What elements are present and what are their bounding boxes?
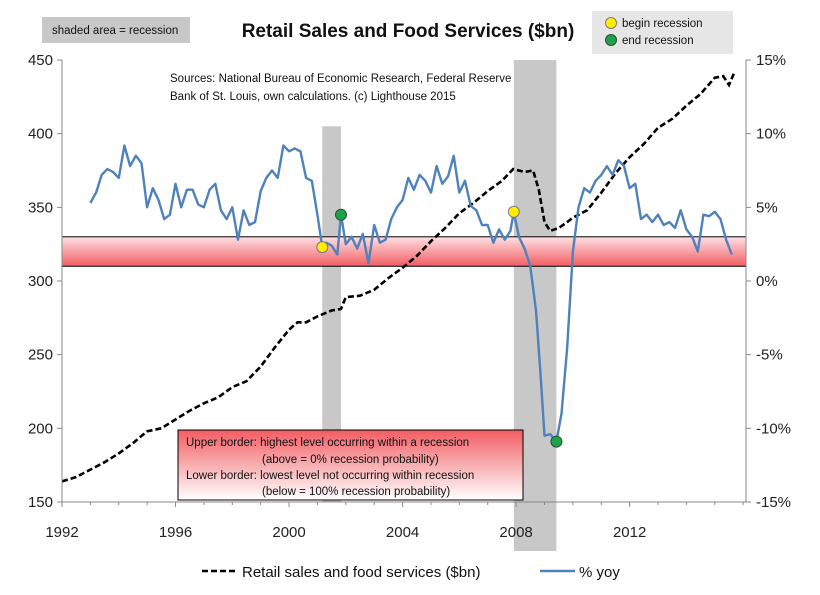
legend-retail-label: Retail sales and food services ($bn) (242, 564, 480, 581)
begin-recession-marker (507, 205, 520, 218)
y-left-tick-label: 400 (28, 126, 53, 143)
annotation-line: (above = 0% recession probability) (262, 454, 439, 466)
end-recession-marker (550, 435, 563, 448)
source-line-2: Bank of St. Louis, own calculations. (c)… (170, 91, 456, 103)
y-right-tick-label: 10% (756, 126, 786, 143)
shaded-label-box (42, 17, 190, 43)
x-tick-label: 2000 (272, 524, 305, 541)
y-right-tick-label: -15% (756, 494, 791, 511)
legend-end-marker (605, 34, 617, 46)
y-right-tick-label: 5% (756, 199, 778, 216)
x-tick-label: 2004 (386, 524, 419, 541)
yoy-line (89, 144, 733, 443)
y-left-tick-label: 300 (28, 273, 53, 290)
threshold-band (61, 236, 747, 267)
recession-shade-1 (322, 126, 341, 503)
y-left-tick-label: 150 (28, 494, 53, 511)
annotation-box (177, 429, 524, 501)
legend-begin-marker (605, 17, 617, 29)
source-line-1: Sources: National Bureau of Economic Res… (170, 73, 511, 85)
shaded-label-text: shaded area = recession (52, 25, 178, 37)
annotation-line: Lower border: lowest level not occurring… (186, 470, 474, 482)
legend-begin-text: begin recession (622, 18, 703, 30)
legend-end-text: end recession (622, 35, 694, 47)
x-tick-label: 2008 (499, 524, 532, 541)
y-right-tick-label: 15% (756, 52, 786, 69)
annotation-line: Upper border: highest level occurring wi… (186, 437, 469, 449)
end-recession-marker (334, 208, 347, 221)
y-left-tick-label: 250 (28, 347, 53, 364)
begin-recession-marker (316, 241, 329, 254)
y-right-tick-label: -5% (756, 347, 783, 364)
y-right-tick-label: 0% (756, 273, 778, 290)
y-right-tick-label: -10% (756, 420, 791, 437)
legend-yoy-label: % yoy (579, 564, 620, 581)
y-left-tick-label: 350 (28, 199, 53, 216)
annotation-line: (below = 100% recession probability) (262, 486, 450, 498)
x-tick-label: 1996 (159, 524, 192, 541)
x-tick-label: 2012 (613, 524, 646, 541)
y-left-tick-label: 200 (28, 420, 53, 437)
chart-title: Retail Sales and Food Services ($bn) (242, 21, 575, 42)
retail-sales-line (61, 71, 736, 483)
y-left-tick-label: 450 (28, 52, 53, 69)
marker-legend-box (592, 11, 733, 54)
x-tick-label: 1992 (45, 524, 78, 541)
